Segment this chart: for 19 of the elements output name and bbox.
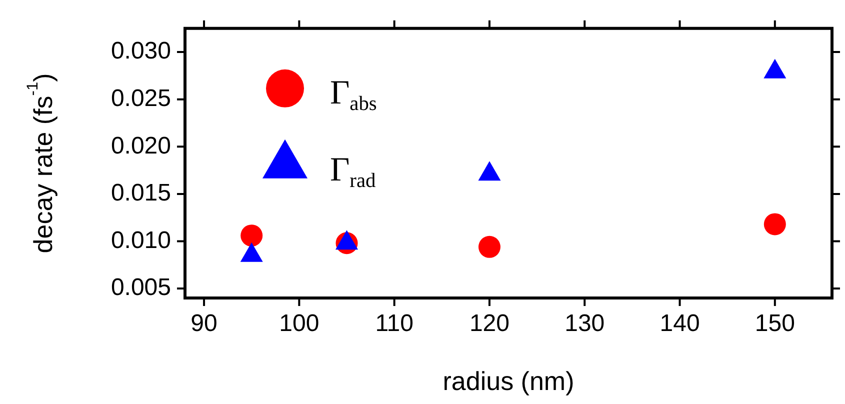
y-tick-label: 0.015 — [110, 180, 171, 207]
x-tick-label: 110 — [375, 310, 414, 338]
point — [764, 213, 786, 236]
y-axis-title: decay rate (fs-1) — [24, 73, 58, 254]
x-tick-label: 100 — [279, 310, 320, 338]
point — [240, 224, 263, 247]
x-tick-label: 130 — [564, 310, 605, 338]
x-tick-label: 140 — [660, 310, 700, 338]
y-tick-label: 0.025 — [110, 84, 171, 112]
x-tick-label: 90 — [190, 310, 218, 338]
x-tick-label: 150 — [754, 310, 795, 338]
x-tick-label: 120 — [469, 310, 510, 338]
y-tick-label: 0.030 — [110, 38, 171, 65]
point — [764, 58, 786, 78]
y-tick-label: 0.010 — [110, 226, 171, 254]
y-tick-label: 0.005 — [110, 274, 171, 302]
x-axis-title: radius (nm) — [442, 366, 574, 396]
point — [478, 236, 500, 258]
y-tick-label: 0.020 — [110, 132, 171, 160]
